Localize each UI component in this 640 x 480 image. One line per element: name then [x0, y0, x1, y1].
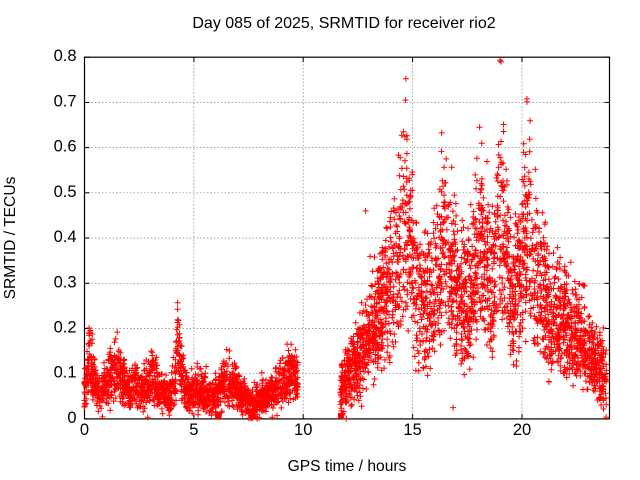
svg-text:0.6: 0.6	[54, 138, 77, 156]
svg-text:15: 15	[403, 421, 421, 439]
svg-text:0: 0	[80, 421, 89, 439]
svg-text:10: 10	[294, 421, 312, 439]
svg-text:5: 5	[189, 421, 198, 439]
svg-text:0.1: 0.1	[54, 364, 77, 382]
svg-text:0.4: 0.4	[54, 228, 77, 246]
svg-text:0.2: 0.2	[54, 319, 77, 337]
svg-text:0.8: 0.8	[54, 47, 77, 65]
svg-text:Day 085 of 2025, SRMTID for re: Day 085 of 2025, SRMTID for receiver rio…	[192, 15, 495, 32]
svg-text:0.5: 0.5	[54, 183, 77, 201]
svg-text:0.3: 0.3	[54, 273, 77, 291]
svg-text:0.7: 0.7	[54, 92, 77, 110]
svg-text:0: 0	[67, 409, 76, 427]
svg-text:SRMTID / TECUs: SRMTID / TECUs	[2, 176, 19, 299]
svg-text:GPS time / hours: GPS time / hours	[288, 458, 407, 475]
svg-text:20: 20	[513, 421, 531, 439]
